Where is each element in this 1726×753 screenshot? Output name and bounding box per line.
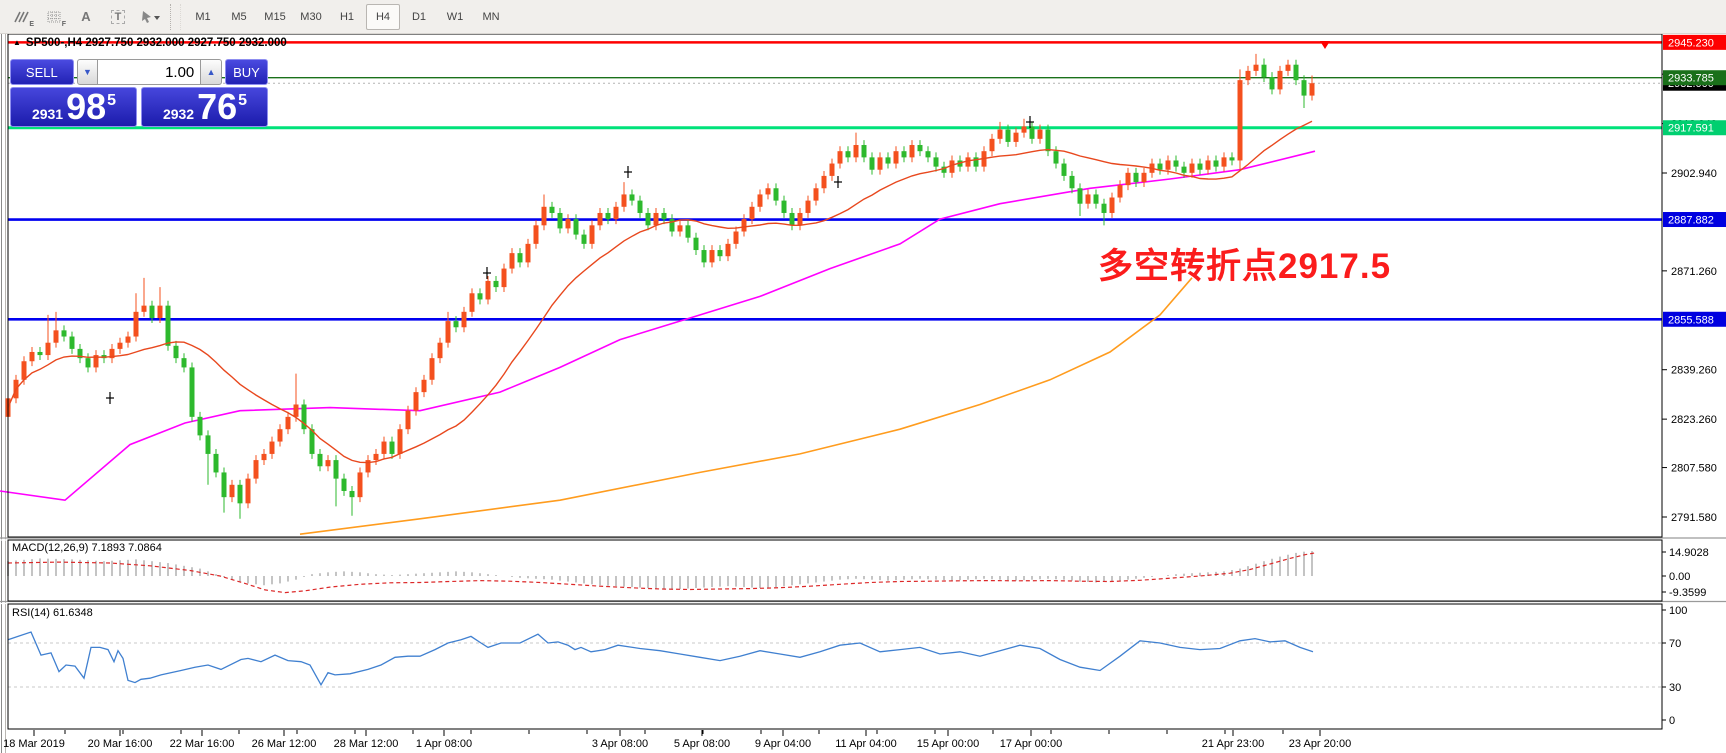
timeframe-mn-button[interactable]: MN xyxy=(482,10,500,23)
buy-button[interactable]: BUY xyxy=(224,59,269,85)
timeframe-m15-button[interactable]: M15 xyxy=(264,10,286,23)
svg-text:23 Apr 20:00: 23 Apr 20:00 xyxy=(1289,738,1351,750)
volume-decrement-button[interactable]: ▼ xyxy=(76,59,99,85)
svg-text:21 Apr 23:00: 21 Apr 23:00 xyxy=(1202,738,1264,750)
svg-text:30: 30 xyxy=(1669,682,1681,694)
text-box-icon[interactable]: T xyxy=(103,4,133,30)
svg-text:2887.882: 2887.882 xyxy=(1668,215,1714,227)
svg-text:26 Mar 12:00: 26 Mar 12:00 xyxy=(252,738,317,750)
svg-text:3 Apr 08:00: 3 Apr 08:00 xyxy=(592,738,648,750)
timeframe-h4-button[interactable]: H4 xyxy=(366,3,400,30)
svg-text:18 Mar 2019: 18 Mar 2019 xyxy=(3,738,65,750)
svg-text:2823.260: 2823.260 xyxy=(1671,414,1717,426)
sell-price-display[interactable]: 2931 98 5 xyxy=(10,87,137,127)
svg-text:2807.580: 2807.580 xyxy=(1671,463,1717,475)
timeframe-m30-button[interactable]: M30 xyxy=(300,10,322,23)
annotation-text-object[interactable]: 多空转折点2917.5 xyxy=(1098,247,1392,286)
grid-template-icon[interactable]: F xyxy=(39,4,69,30)
svg-text:2933.785: 2933.785 xyxy=(1668,73,1714,85)
collapse-triangle-icon[interactable]: ▲ xyxy=(13,38,21,47)
indicators-icon-sub: E xyxy=(29,20,34,28)
buy-price-prefix: 2932 xyxy=(162,106,195,122)
svg-text:14.9028: 14.9028 xyxy=(1669,547,1709,559)
toolbar-separator xyxy=(170,3,181,30)
buy-price-display[interactable]: 2932 76 5 xyxy=(141,87,268,127)
volume-increment-button[interactable]: ▲ xyxy=(200,59,222,85)
svg-text:28 Mar 12:00: 28 Mar 12:00 xyxy=(334,738,399,750)
chart-title: ▲ SP500-,H4 2927.750 2932.000 2927.750 29… xyxy=(13,37,287,49)
svg-text:22 Mar 16:00: 22 Mar 16:00 xyxy=(170,738,235,750)
text-label-icon[interactable]: A xyxy=(81,9,91,24)
timeframe-h1-button[interactable]: H1 xyxy=(339,10,355,23)
svg-text:2902.940: 2902.940 xyxy=(1671,168,1717,180)
timeframe-w1-button[interactable]: W1 xyxy=(446,10,464,23)
svg-text:11 Apr 04:00: 11 Apr 04:00 xyxy=(835,738,897,750)
sell-price-big: 98 xyxy=(66,86,107,127)
svg-text:0.00: 0.00 xyxy=(1669,571,1690,583)
svg-text:5 Apr 08:00: 5 Apr 08:00 xyxy=(674,738,730,750)
svg-text:1 Apr 08:00: 1 Apr 08:00 xyxy=(416,738,472,750)
svg-text:100: 100 xyxy=(1669,605,1687,617)
svg-text:9 Apr 04:00: 9 Apr 04:00 xyxy=(755,738,811,750)
svg-text:2855.588: 2855.588 xyxy=(1668,314,1714,326)
svg-text:20 Mar 16:00: 20 Mar 16:00 xyxy=(88,738,153,750)
svg-text:2945.230: 2945.230 xyxy=(1668,37,1714,49)
svg-text:2839.260: 2839.260 xyxy=(1671,365,1717,377)
svg-text:0: 0 xyxy=(1669,715,1675,727)
macd-label: MACD(12,26,9) 7.1893 7.0864 xyxy=(12,542,162,554)
timeframe-d1-button[interactable]: D1 xyxy=(411,10,427,23)
svg-text:17 Apr 00:00: 17 Apr 00:00 xyxy=(1000,738,1062,750)
objects-cursor-icon[interactable] xyxy=(135,4,165,30)
volume-input[interactable] xyxy=(98,59,201,85)
rsi-label: RSI(14) 61.6348 xyxy=(12,607,93,619)
indicators-icon[interactable]: E xyxy=(7,4,37,30)
sell-price-sup: 5 xyxy=(107,92,117,109)
timeframe-m5-button[interactable]: M5 xyxy=(231,10,247,23)
svg-text:-9.3599: -9.3599 xyxy=(1669,587,1706,599)
buy-price-big: 76 xyxy=(197,86,238,127)
svg-text:2917.591: 2917.591 xyxy=(1668,123,1714,135)
svg-text:70: 70 xyxy=(1669,638,1681,650)
sell-price-prefix: 2931 xyxy=(31,106,64,122)
svg-text:2871.260: 2871.260 xyxy=(1671,266,1717,278)
grid-template-icon-sub: F xyxy=(61,20,66,28)
svg-text:2791.580: 2791.580 xyxy=(1671,512,1717,524)
svg-text:15 Apr 00:00: 15 Apr 00:00 xyxy=(917,738,979,750)
buy-price-sup: 5 xyxy=(238,92,248,109)
timeframe-m1-button[interactable]: M1 xyxy=(195,10,211,23)
chart-title-text: SP500-,H4 2927.750 2932.000 2927.750 293… xyxy=(25,37,287,49)
sell-button[interactable]: SELL xyxy=(10,59,74,85)
